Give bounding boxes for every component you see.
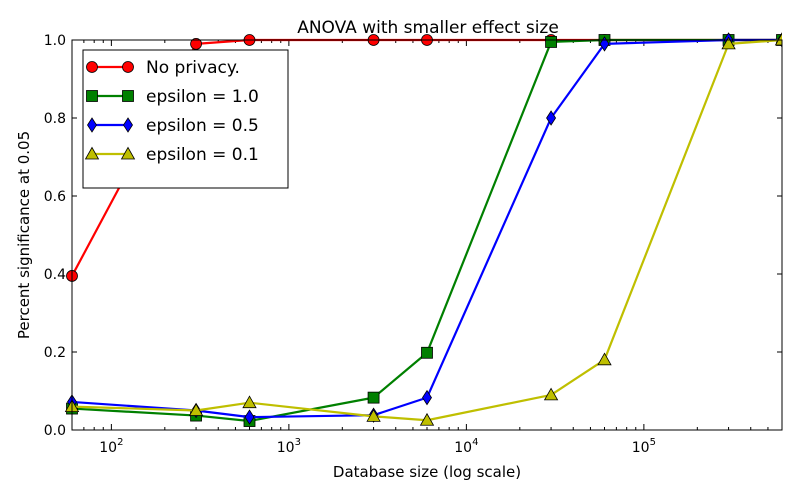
data-point-epsilon-0-1 [188, 403, 204, 416]
legend-label: epsilon = 1.0 [146, 87, 259, 107]
legend-marker [84, 146, 100, 160]
legend-marker [123, 117, 133, 133]
y-tick-label: 0.6 [44, 189, 66, 205]
legend-label: epsilon = 0.5 [146, 116, 259, 136]
data-point-epsilon-0-1 [242, 395, 257, 409]
x-tick-label: 103 [277, 437, 301, 456]
x-tick-label: 105 [632, 437, 656, 456]
legend-item-epsilon-0-5: epsilon = 0.5 [87, 116, 259, 136]
legend-marker [120, 146, 136, 160]
data-point-epsilon-0-1 [597, 352, 612, 366]
y-tick-label: 0.2 [44, 345, 66, 361]
legend-item-epsilon-0-1: epsilon = 0.1 [84, 145, 259, 165]
data-point-epsilon-0-1 [721, 36, 736, 50]
data-point-epsilon-0-1 [419, 412, 435, 426]
legend: No privacy. epsilon = 1.0 epsilon = 0.5 eps… [82, 49, 289, 189]
legend-marker [86, 90, 98, 102]
data-point-epsilon-1-0 [367, 391, 380, 404]
data-point-epsilon-1-0 [545, 36, 557, 48]
data-point-no-privacy [190, 38, 202, 50]
y-axis-label: Percent significance at 0.05 [15, 131, 33, 339]
data-point-epsilon-1-0 [421, 346, 433, 359]
legend-marker [86, 61, 98, 73]
series-epsilon-0-1 [64, 32, 782, 426]
legend-item-epsilon-1-0: epsilon = 1.0 [86, 87, 259, 107]
ticks-layer: 0.0 0.2 0.4 0.6 0.8 1.0 102 103 104 105 [44, 33, 783, 456]
data-point-epsilon-0-5 [244, 409, 255, 425]
legend-label: epsilon = 0.1 [146, 145, 259, 165]
data-point-epsilon-0-1 [366, 409, 381, 422]
data-point-epsilon-0-1 [543, 387, 559, 401]
y-tick-label: 0.4 [44, 267, 66, 283]
legend-box [82, 49, 289, 189]
legend-label: No privacy. [146, 58, 240, 78]
chart-title: ANOVA with smaller effect size [297, 18, 559, 38]
x-tick-label: 104 [454, 437, 478, 456]
y-tick-label: 0.0 [44, 423, 66, 439]
data-point-epsilon-0-5 [422, 389, 432, 406]
x-axis-label: Database size (log scale) [333, 463, 521, 481]
y-tick-label: 0.8 [44, 111, 66, 127]
legend-marker [122, 61, 134, 73]
data-point-epsilon-0-5 [546, 110, 557, 126]
legend-item-no-privacy: No privacy. [86, 58, 240, 78]
y-tick-label: 1.0 [44, 33, 66, 49]
legend-marker [87, 117, 97, 133]
data-point-epsilon-0-1 [774, 32, 782, 46]
plot-frame [71, 39, 783, 431]
plot-area [64, 32, 782, 427]
x-tick-label: 102 [99, 437, 123, 456]
legend-marker [122, 90, 134, 102]
